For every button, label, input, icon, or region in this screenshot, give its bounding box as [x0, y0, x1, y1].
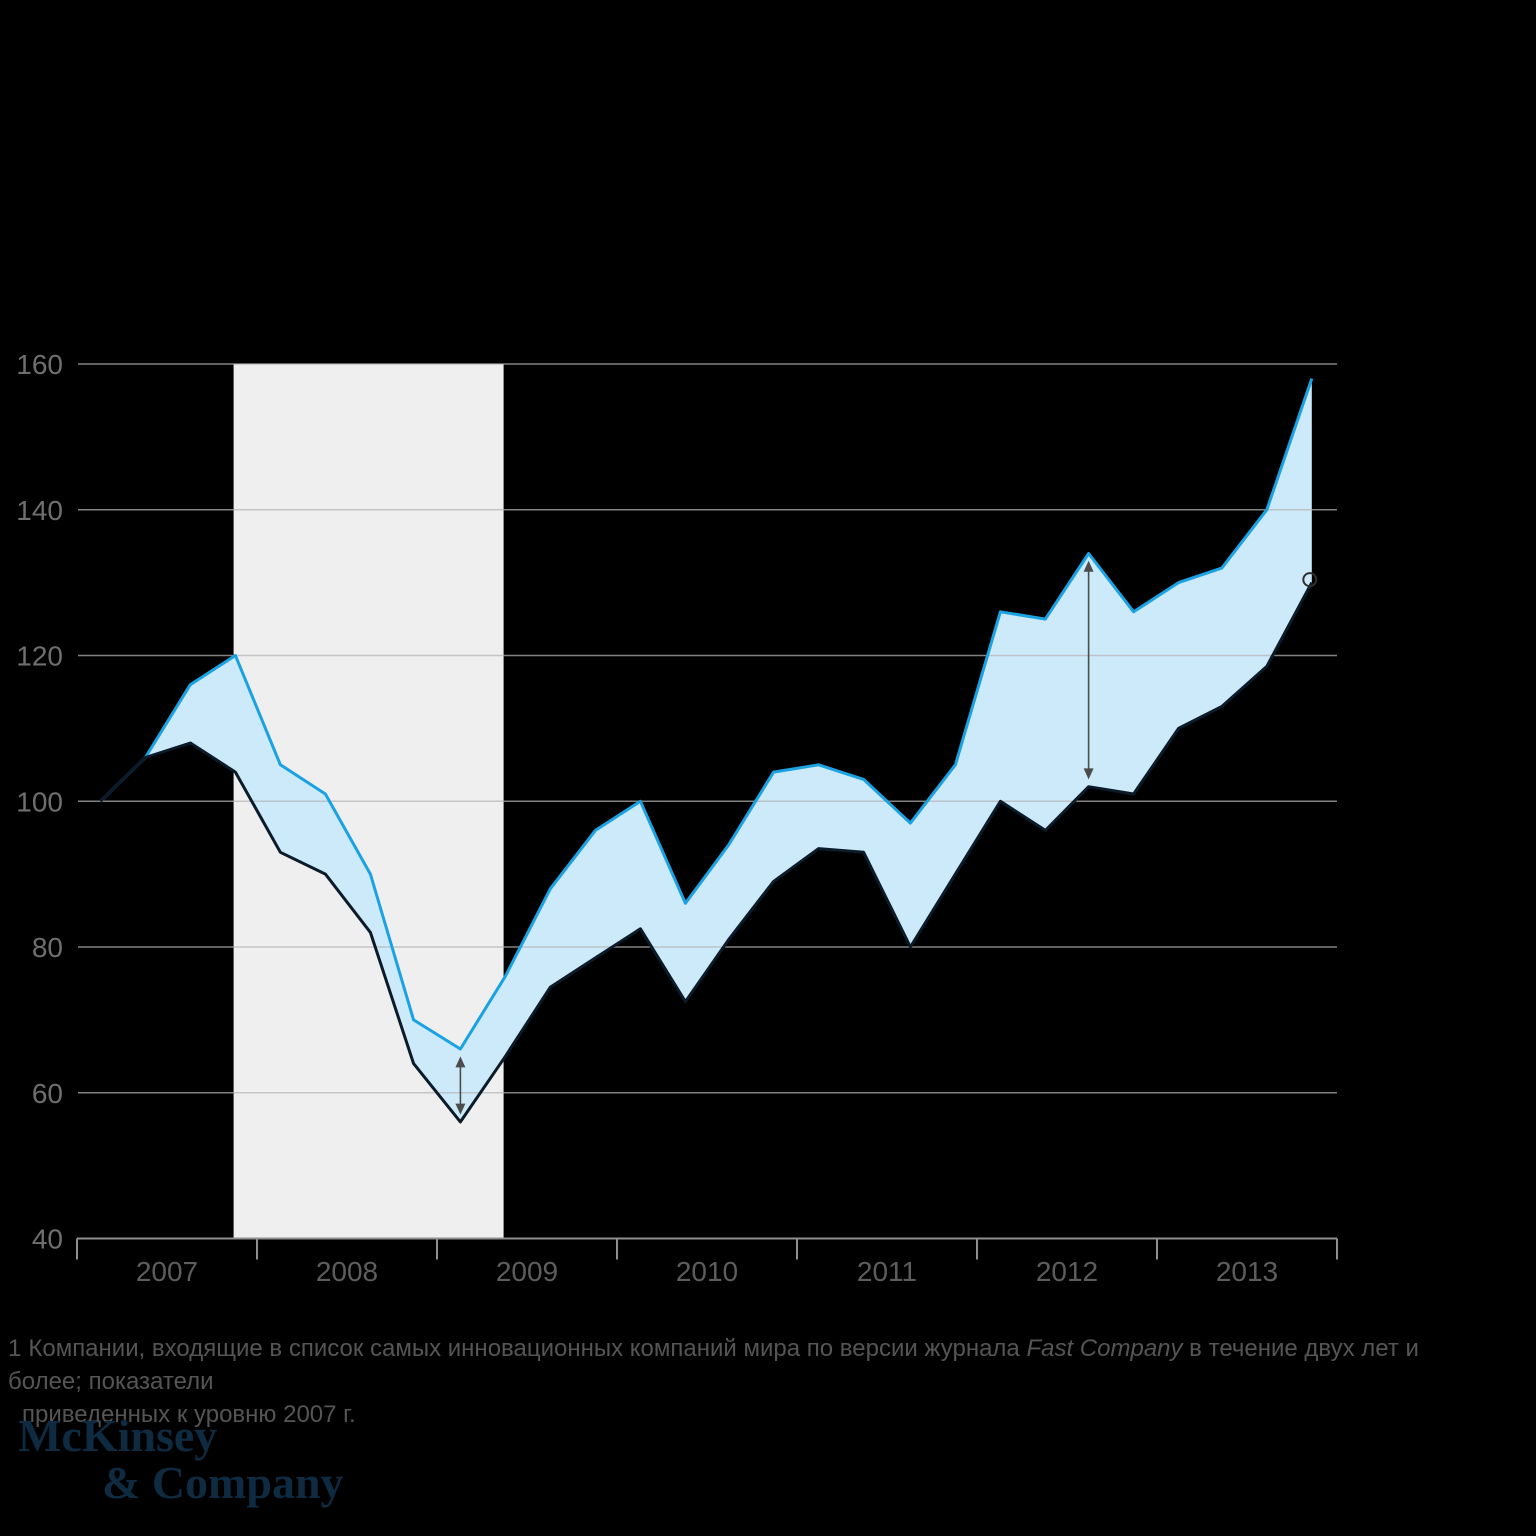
series-fill	[100, 378, 1312, 1122]
logo-line1: McKinsey	[18, 1410, 218, 1461]
arrowhead-up	[1083, 560, 1094, 572]
gap-arrow	[1083, 560, 1094, 780]
y-tick-label: 100	[16, 786, 63, 817]
y-tick-label: 60	[32, 1078, 63, 1109]
y-tick-label: 80	[32, 932, 63, 963]
x-tick-label: 2013	[1216, 1256, 1278, 1287]
footnote-italic-source: Fast Company	[1026, 1335, 1183, 1362]
footnote-line1: 1 Компании, входящие в список самых иннов…	[8, 1332, 1468, 1398]
x-axis-labels: 2007 2008 2009 2010 2011 2012 2013	[136, 1256, 1278, 1287]
mckinsey-logo: McKinsey & Company	[18, 1412, 344, 1506]
y-axis-labels: 40 60 80 100 120 140 160	[16, 349, 63, 1255]
footnote: 1 Компании, входящие в список самых иннов…	[8, 1332, 1468, 1431]
y-tick-label: 40	[32, 1224, 63, 1255]
arrowhead-up	[455, 1056, 466, 1068]
upper-line	[99, 378, 1314, 1051]
end-circle-marker	[1302, 572, 1318, 588]
x-tick-label: 2009	[496, 1256, 558, 1287]
footnote-marker: 1	[8, 1335, 22, 1362]
x-tick-label: 2012	[1036, 1256, 1098, 1287]
x-axis	[76, 1237, 1338, 1260]
gap-arrow-annotations	[455, 560, 1094, 1115]
x-tick-label: 2011	[857, 1256, 917, 1287]
footnote-text: Компании, входящие в список самых иннова…	[28, 1335, 1027, 1362]
footnote-text-cont: в течение двух лет и более; показатели	[8, 1335, 1419, 1395]
x-tick-label: 2010	[676, 1256, 738, 1287]
lower-line	[99, 581, 1314, 1124]
footnote-line2: приведенных к уровню 2007 г.	[22, 1401, 356, 1428]
x-tick-label: 2008	[316, 1256, 378, 1287]
x-tick-label: 2007	[136, 1256, 198, 1287]
gridlines	[78, 363, 1337, 1094]
arrowhead-down	[1083, 768, 1094, 780]
logo-line2: & Company	[102, 1457, 344, 1508]
y-tick-label: 140	[16, 495, 63, 526]
y-tick-label: 120	[16, 641, 63, 672]
gap-arrow	[455, 1056, 466, 1115]
arrowhead-down	[455, 1103, 466, 1115]
y-tick-label: 160	[16, 349, 63, 380]
